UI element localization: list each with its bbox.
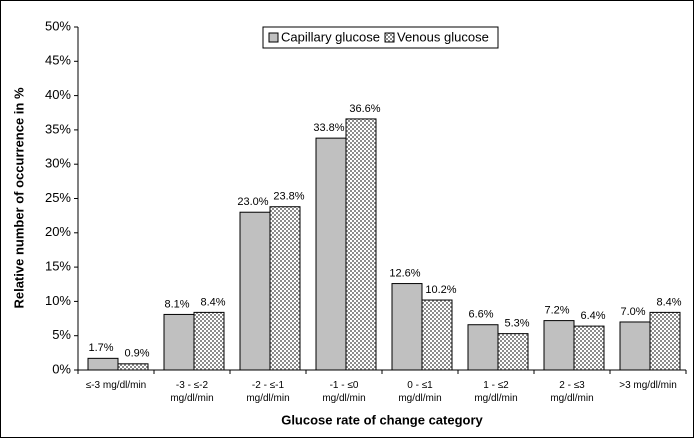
y-tick-label: 40% xyxy=(45,87,71,102)
y-axis-title: Relative number of occurrence in % xyxy=(11,87,26,309)
value-label: 5.3% xyxy=(504,318,529,330)
y-tick-label: 50% xyxy=(45,18,71,33)
x-tick-label: -1 - ≤0 mg/dl/min xyxy=(322,380,365,404)
bar xyxy=(649,311,681,371)
value-label: 1.7% xyxy=(88,342,113,354)
y-tick-label: 15% xyxy=(45,259,71,274)
x-tick-label: 0 - ≤1 mg/dl/min xyxy=(398,380,441,404)
value-label: 36.6% xyxy=(349,103,380,115)
y-tick-label: 20% xyxy=(45,224,71,239)
value-label: 0.9% xyxy=(124,348,149,360)
value-label: 23.0% xyxy=(237,196,268,208)
y-tick-label: 45% xyxy=(45,53,71,68)
bar xyxy=(239,211,271,371)
bar xyxy=(543,320,575,371)
value-label: 7.2% xyxy=(544,305,569,317)
value-label: 6.4% xyxy=(580,310,605,322)
value-label: 12.6% xyxy=(389,267,420,279)
y-tick-label: 0% xyxy=(52,361,71,376)
legend-frame xyxy=(262,26,499,49)
legend-swatch xyxy=(268,32,279,43)
x-tick-label: -3 - ≤-2 mg/dl/min xyxy=(170,380,213,404)
y-tick-label: 10% xyxy=(45,293,71,308)
value-label: 23.8% xyxy=(273,191,304,203)
bar xyxy=(87,357,119,371)
bar xyxy=(421,299,453,371)
bar xyxy=(345,118,377,371)
value-label: 8.4% xyxy=(656,296,681,308)
legend-label: Venous glucose xyxy=(397,29,489,44)
bar xyxy=(497,333,529,371)
value-label: 10.2% xyxy=(425,284,456,296)
y-tick-label: 30% xyxy=(45,156,71,171)
value-label: 33.8% xyxy=(313,122,344,134)
bar xyxy=(163,313,195,371)
bar xyxy=(117,363,149,371)
value-label: 8.4% xyxy=(200,296,225,308)
x-tick-label: -2 - ≤-1 mg/dl/min xyxy=(246,380,289,404)
bar xyxy=(573,325,605,371)
x-axis-title: Glucose rate of change category xyxy=(281,412,483,427)
bar xyxy=(269,206,301,371)
bar xyxy=(467,324,499,371)
x-tick-label: 1 - ≤2 mg/dl/min xyxy=(474,380,517,404)
y-tick-label: 25% xyxy=(45,190,71,205)
value-label: 8.1% xyxy=(164,298,189,310)
x-tick-label: ≤-3 mg/dl/min xyxy=(86,380,147,391)
bar xyxy=(193,311,225,371)
legend-swatch xyxy=(384,32,395,43)
y-tick-label: 35% xyxy=(45,121,71,136)
y-tick-label: 5% xyxy=(52,327,71,342)
legend: Capillary glucose Venous glucose xyxy=(262,26,499,49)
value-label: 7.0% xyxy=(620,306,645,318)
legend-label: Capillary glucose xyxy=(281,29,380,44)
value-label: 6.6% xyxy=(468,309,493,321)
bar xyxy=(315,137,347,371)
x-tick-label: >3 mg/dl/min xyxy=(619,380,677,391)
bar xyxy=(619,321,651,371)
bar xyxy=(391,283,423,371)
x-tick-label: 2 - ≤3 mg/dl/min xyxy=(550,380,593,404)
